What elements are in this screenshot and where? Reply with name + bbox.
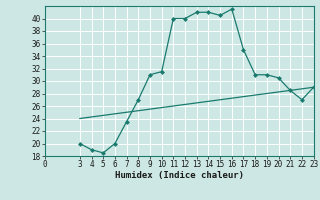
X-axis label: Humidex (Indice chaleur): Humidex (Indice chaleur) <box>115 171 244 180</box>
